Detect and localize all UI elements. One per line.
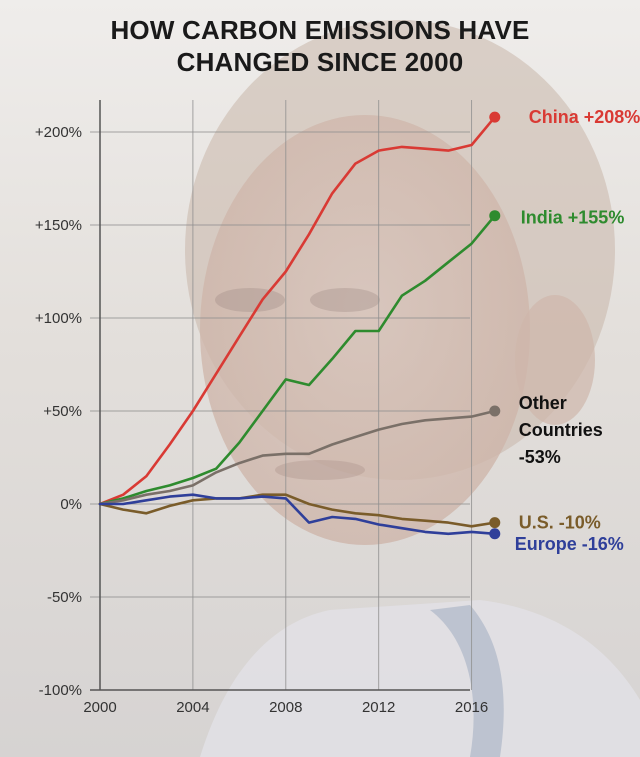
y-tick-labels: +200% +150% +100% +50% 0% -50% -100% bbox=[35, 124, 82, 699]
title-line-1: HOW CARBON EMISSIONS HAVE bbox=[110, 15, 530, 45]
chart-title: HOW CARBON EMISSIONS HAVE CHANGED SINCE … bbox=[0, 14, 640, 78]
series-label-line: -53% bbox=[519, 447, 561, 467]
x-tick-label: 2008 bbox=[269, 699, 302, 716]
axes bbox=[90, 100, 470, 691]
series-endpoint-india bbox=[489, 210, 501, 222]
series-label-line: U.S. -10% bbox=[519, 513, 601, 533]
series-label-line: Countries bbox=[519, 420, 603, 440]
series-line-china bbox=[98, 115, 497, 506]
series-label-line: Europe -16% bbox=[515, 534, 624, 554]
series-label-other: Other Countries -53% bbox=[519, 393, 603, 467]
series-label-line: China +208% bbox=[529, 107, 640, 127]
series-label-china: China +208% bbox=[529, 107, 640, 127]
series-line-india bbox=[98, 214, 497, 506]
grid-lines bbox=[90, 100, 473, 691]
series-line-europe bbox=[98, 493, 497, 536]
y-tick-label: +150% bbox=[35, 217, 82, 234]
series-endpoint-europe bbox=[489, 528, 501, 540]
y-tick-label: 0% bbox=[60, 496, 82, 513]
series-label-line: India +155% bbox=[521, 208, 625, 228]
series-endpoint-china bbox=[489, 111, 501, 123]
series-label-india: India +155% bbox=[521, 208, 625, 228]
y-tick-label: +50% bbox=[43, 403, 82, 420]
x-tick-labels: 2000 2004 2008 2012 2016 bbox=[83, 699, 488, 716]
x-tick-label: 2000 bbox=[83, 699, 116, 716]
x-tick-label: 2016 bbox=[455, 699, 488, 716]
series-label-line: Other bbox=[519, 393, 567, 413]
series-line-us bbox=[98, 493, 497, 528]
y-tick-label: +100% bbox=[35, 310, 82, 327]
x-tick-label: 2012 bbox=[362, 699, 395, 716]
series-label-europe: Europe -16% bbox=[515, 534, 624, 554]
series-labels: China +208% India +155% Other Countries -53%… bbox=[515, 107, 640, 554]
title-line-2: CHANGED SINCE 2000 bbox=[176, 47, 464, 77]
x-tick-label: 2004 bbox=[176, 699, 209, 716]
y-tick-label: +200% bbox=[35, 124, 82, 141]
series-endpoint-us bbox=[489, 517, 501, 529]
series-label-us: U.S. -10% bbox=[519, 513, 601, 533]
series-endpoint-other bbox=[489, 405, 501, 417]
series-lines bbox=[98, 111, 501, 540]
series-line-other bbox=[98, 409, 497, 506]
y-tick-label: -100% bbox=[39, 682, 82, 699]
y-tick-label: -50% bbox=[47, 589, 82, 606]
